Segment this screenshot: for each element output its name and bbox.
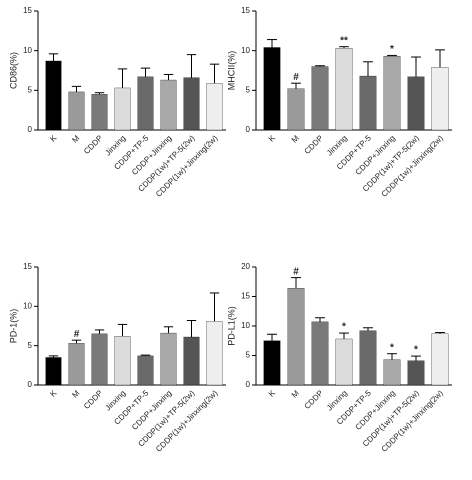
bar bbox=[183, 336, 200, 386]
bar bbox=[137, 76, 154, 131]
significance-mark: # bbox=[293, 72, 299, 83]
bar bbox=[68, 91, 85, 131]
x-tick-label: CDDP bbox=[82, 134, 104, 156]
bar bbox=[359, 75, 377, 131]
bar bbox=[431, 67, 449, 131]
y-tick-label: 5 bbox=[28, 341, 33, 350]
bar bbox=[206, 321, 223, 386]
y-tick-label: 15 bbox=[23, 262, 32, 271]
bar bbox=[160, 332, 177, 386]
bar bbox=[137, 355, 154, 386]
significance-mark: # bbox=[293, 266, 299, 277]
bar bbox=[45, 357, 62, 386]
y-tick-label: 10 bbox=[241, 46, 250, 55]
y-tick-label: 10 bbox=[23, 46, 32, 55]
bar bbox=[91, 333, 108, 386]
y-tick-label: 20 bbox=[241, 262, 250, 271]
y-tick-label: 5 bbox=[28, 85, 33, 94]
bar bbox=[287, 288, 305, 386]
bar bbox=[114, 87, 131, 131]
y-tick-label: 0 bbox=[246, 380, 251, 389]
y-axis-label: PD-L1(%) bbox=[226, 306, 236, 346]
bar bbox=[311, 66, 329, 131]
x-tick-label: M bbox=[70, 133, 81, 144]
x-tick-label: M bbox=[290, 133, 301, 144]
bar bbox=[206, 83, 223, 131]
bar bbox=[335, 338, 353, 386]
x-tick-label: CDDP bbox=[303, 134, 325, 156]
y-tick-label: 0 bbox=[28, 125, 33, 134]
bar bbox=[263, 340, 281, 386]
significance-mark: * bbox=[390, 342, 394, 353]
bar bbox=[407, 76, 425, 131]
y-axis-label: PD-1(%) bbox=[8, 309, 18, 344]
y-axis-label: CD86(%) bbox=[8, 52, 18, 89]
bar bbox=[311, 321, 329, 386]
bar bbox=[183, 77, 200, 131]
bar bbox=[335, 48, 353, 131]
x-tick-label: CDDP bbox=[82, 389, 104, 411]
x-tick-label: K bbox=[267, 133, 278, 144]
y-tick-label: 5 bbox=[246, 85, 251, 94]
significance-mark: * bbox=[342, 322, 346, 333]
y-axis-label: MHCII(%) bbox=[226, 51, 236, 91]
bar bbox=[160, 79, 177, 131]
bar bbox=[407, 360, 425, 386]
x-tick-label: M bbox=[290, 388, 301, 399]
significance-mark: # bbox=[74, 329, 80, 340]
bar bbox=[383, 359, 401, 386]
bar bbox=[383, 56, 401, 131]
y-tick-label: 10 bbox=[23, 301, 32, 310]
x-tick-label: K bbox=[267, 388, 278, 399]
bar bbox=[287, 88, 305, 131]
bar bbox=[45, 60, 62, 131]
bar bbox=[263, 47, 281, 131]
x-tick-label: CDDP bbox=[303, 389, 325, 411]
bar bbox=[359, 330, 377, 386]
y-tick-label: 0 bbox=[28, 380, 33, 389]
x-tick-label: M bbox=[70, 388, 81, 399]
significance-mark: * bbox=[390, 44, 394, 55]
bar bbox=[91, 94, 108, 131]
y-tick-label: 15 bbox=[241, 6, 250, 15]
y-tick-label: 15 bbox=[23, 6, 32, 15]
y-tick-label: 15 bbox=[241, 292, 250, 301]
y-tick-label: 0 bbox=[246, 125, 251, 134]
bar bbox=[114, 336, 131, 386]
y-tick-label: 5 bbox=[246, 351, 251, 360]
x-tick-label: K bbox=[48, 388, 59, 399]
significance-mark: ** bbox=[340, 35, 348, 46]
bar bbox=[431, 333, 449, 386]
bar bbox=[68, 343, 85, 386]
significance-mark: * bbox=[414, 345, 418, 356]
y-tick-label: 10 bbox=[241, 321, 250, 330]
x-tick-label: K bbox=[48, 133, 59, 144]
